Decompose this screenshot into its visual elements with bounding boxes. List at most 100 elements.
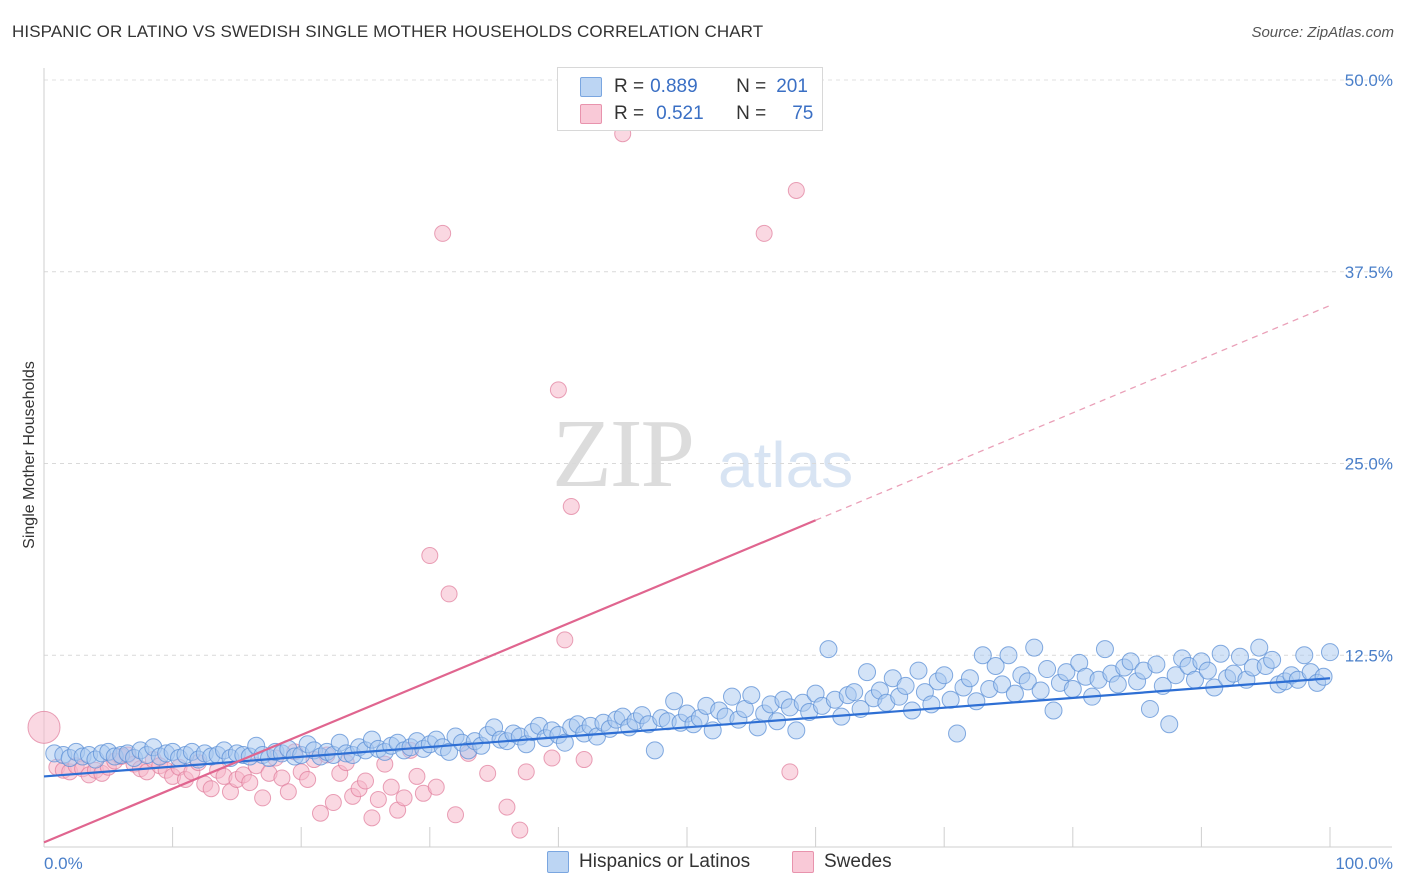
data-point-hispanics <box>935 666 954 685</box>
data-point-hispanics <box>999 646 1018 665</box>
trendline-swedes-extension <box>815 304 1331 521</box>
data-point-hispanics <box>1095 640 1114 659</box>
x-tick-label: 0.0% <box>44 854 83 873</box>
data-point-swedes <box>434 224 452 242</box>
data-point-swedes <box>549 381 567 399</box>
data-point-hispanics <box>645 741 664 760</box>
data-point-hispanics <box>922 695 941 714</box>
legend-label-hispanics: Hispanics or Latinos <box>579 851 751 872</box>
data-point-hispanics <box>1038 660 1057 679</box>
data-point-swedes <box>324 794 342 812</box>
data-point-hispanics <box>1160 715 1179 734</box>
data-point-hispanics <box>723 687 742 706</box>
data-point-swedes <box>357 772 374 790</box>
data-point-hispanics <box>1166 666 1185 685</box>
data-point-swedes <box>421 547 439 565</box>
data-point-hispanics <box>1250 638 1269 657</box>
watermark-atlas: atlas <box>718 429 854 501</box>
data-point-swedes <box>427 778 445 796</box>
data-point-hispanics <box>1295 646 1314 665</box>
data-point-hispanics <box>787 721 806 740</box>
legend-n-value: 201 <box>776 76 808 97</box>
data-point-hispanics <box>1018 672 1037 691</box>
data-point-swedes <box>556 631 574 649</box>
data-point-swedes <box>299 771 317 789</box>
data-point-swedes <box>787 181 805 199</box>
grid-lines <box>44 79 1392 656</box>
data-point-swedes <box>543 749 561 767</box>
legend-n-label: N = <box>736 76 767 97</box>
data-point-swedes <box>517 763 535 781</box>
data-point-swedes <box>447 806 465 824</box>
legend-r-value: 0.889 <box>650 76 698 97</box>
y-tick-label: 25.0% <box>1345 455 1393 474</box>
data-point-hispanics <box>1321 643 1339 662</box>
legend-swatch-swedes <box>792 851 814 873</box>
data-point-swedes <box>27 710 61 744</box>
watermark-zip: ZIP <box>552 400 695 508</box>
data-point-swedes <box>755 224 773 242</box>
trendline-swedes <box>43 519 817 844</box>
data-point-swedes <box>382 778 400 796</box>
data-point-hispanics <box>986 656 1005 675</box>
legend-swatch-blue <box>580 77 602 97</box>
data-point-hispanics <box>993 675 1012 694</box>
data-point-swedes <box>562 497 580 515</box>
data-point-hispanics <box>858 663 877 682</box>
data-point-swedes <box>363 809 381 827</box>
data-point-hispanics <box>1140 699 1159 718</box>
legend-label-swedes: Swedes <box>824 851 892 872</box>
x-tick-label: 100.0% <box>1335 854 1393 873</box>
tick-labels: 12.5% 25.0% 37.5% 50.0% 0.0% 100.0% <box>44 71 1393 873</box>
correlation-legend: R = 0.889 N = 201 R = 0.521 N = 75 <box>557 67 823 131</box>
data-point-hispanics <box>896 676 915 695</box>
data-point-swedes <box>498 798 516 816</box>
data-point-hispanics <box>1263 650 1282 669</box>
legend-n-label: N = <box>736 103 767 124</box>
y-tick-label: 37.5% <box>1345 263 1393 282</box>
data-point-hispanics <box>973 646 992 665</box>
data-point-swedes <box>202 780 220 798</box>
data-point-hispanics <box>845 683 864 702</box>
data-point-hispanics <box>665 692 684 711</box>
source-credit: Source: ZipAtlas.com <box>1251 24 1394 41</box>
y-tick-label: 50.0% <box>1345 71 1393 90</box>
data-point-swedes <box>369 790 387 808</box>
data-point-swedes <box>479 764 497 782</box>
data-point-swedes <box>511 821 529 839</box>
legend-swatch-hispanics <box>547 851 569 873</box>
series-hispanics <box>45 638 1339 769</box>
chart-title: HISPANIC OR LATINO VS SWEDISH SINGLE MOT… <box>12 22 764 41</box>
data-point-swedes <box>408 767 426 785</box>
data-point-hispanics <box>1230 647 1249 666</box>
legend-item-hispanics: Hispanics or Latinos <box>547 851 750 873</box>
data-point-hispanics <box>948 724 967 743</box>
data-point-hispanics <box>909 661 928 680</box>
data-point-swedes <box>395 789 413 807</box>
legend-r-label: R = <box>614 103 645 124</box>
data-point-hispanics <box>1005 684 1024 703</box>
data-point-hispanics <box>555 733 574 752</box>
y-tick-label: 12.5% <box>1345 646 1393 665</box>
data-point-swedes <box>254 789 272 807</box>
series-legend: Hispanics or Latinos Swedes <box>0 851 1406 879</box>
data-point-hispanics <box>1108 675 1127 694</box>
data-point-hispanics <box>960 669 979 688</box>
data-point-hispanics <box>1044 701 1063 720</box>
legend-n-value: 75 <box>792 103 814 124</box>
data-point-swedes <box>273 769 291 787</box>
data-point-hispanics <box>1057 663 1076 682</box>
data-point-swedes <box>311 804 329 822</box>
legend-swatch-pink <box>580 104 602 124</box>
legend-row-swedes: R = 0.521 N = 75 <box>580 101 813 127</box>
data-point-hispanics <box>967 692 986 711</box>
data-point-hispanics <box>819 640 838 659</box>
data-point-hispanics <box>742 686 761 705</box>
data-point-swedes <box>575 751 593 769</box>
data-point-hispanics <box>1314 667 1333 686</box>
data-point-swedes <box>241 774 259 792</box>
legend-item-swedes: Swedes <box>792 851 892 873</box>
legend-r-label: R = <box>614 76 645 97</box>
data-point-hispanics <box>1025 638 1044 657</box>
